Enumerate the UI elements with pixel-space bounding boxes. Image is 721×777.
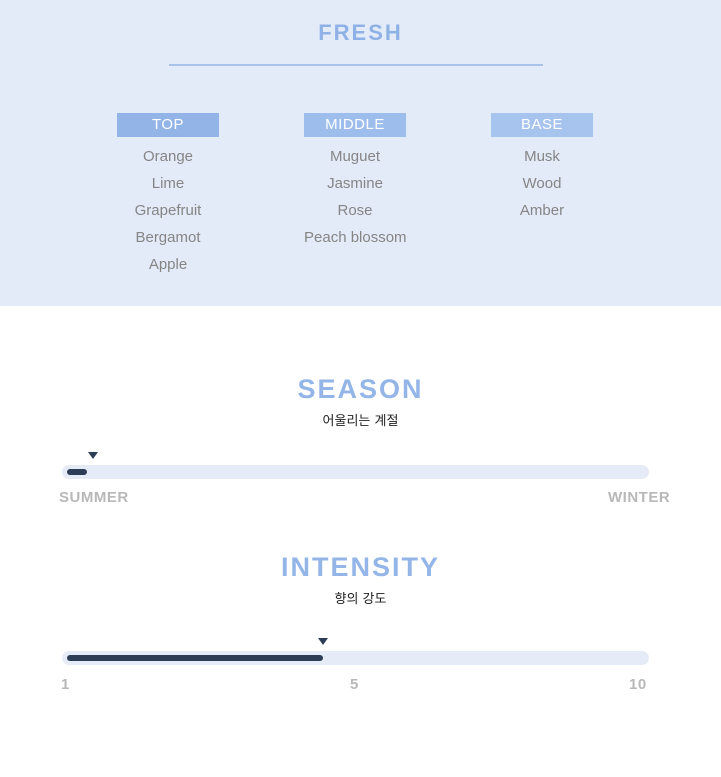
list-item: Muguet bbox=[329, 148, 381, 165]
list-item: Bergamot bbox=[135, 229, 201, 246]
middle-notes-list: Muguet Jasmine Rose Peach blossom bbox=[304, 147, 407, 255]
fresh-title: FRESH bbox=[318, 20, 403, 45]
intensity-min-label: 1 bbox=[61, 676, 70, 693]
season-start-label: SUMMER bbox=[59, 489, 129, 506]
base-notes-header: BASE bbox=[491, 113, 593, 137]
middle-notes-header: MIDDLE bbox=[304, 113, 406, 137]
intensity-title: INTENSITY bbox=[280, 552, 440, 582]
list-item: Grapefruit bbox=[134, 202, 202, 219]
fresh-panel: FRESH TOP Orange Lime Grapefruit Bergamo… bbox=[0, 0, 721, 306]
intensity-gauge-fill bbox=[67, 655, 324, 661]
title-divider bbox=[169, 64, 543, 66]
season-title: SEASON bbox=[297, 374, 424, 404]
list-item: Wood bbox=[522, 175, 562, 192]
list-item: Lime bbox=[151, 175, 185, 192]
top-notes-list: Orange Lime Grapefruit Bergamot Apple bbox=[117, 147, 219, 282]
season-gauge bbox=[62, 465, 649, 479]
list-item: Amber bbox=[519, 202, 565, 219]
base-notes-list: Musk Wood Amber bbox=[491, 147, 593, 228]
list-item: Orange bbox=[142, 148, 194, 165]
top-notes-header: TOP bbox=[117, 113, 219, 137]
list-item: Jasmine bbox=[327, 175, 383, 192]
list-item: Peach blossom bbox=[304, 229, 407, 246]
middle-notes-column: MIDDLE Muguet Jasmine Rose Peach blossom bbox=[304, 113, 407, 255]
season-gauge-fill bbox=[67, 469, 87, 475]
season-end-label: WINTER bbox=[608, 489, 671, 506]
intensity-max-label: 10 bbox=[629, 676, 647, 693]
intensity-mid-label: 5 bbox=[350, 676, 359, 693]
season-subtitle: 어울리는 계절 bbox=[322, 414, 399, 429]
list-item: Rose bbox=[337, 202, 373, 219]
intensity-marker-icon bbox=[318, 638, 329, 645]
season-marker-icon bbox=[88, 452, 98, 459]
intensity-subtitle: 향의 강도 bbox=[334, 592, 387, 607]
base-notes-column: BASE Musk Wood Amber bbox=[491, 113, 593, 228]
list-item: Apple bbox=[148, 256, 188, 273]
intensity-gauge bbox=[62, 651, 649, 665]
top-notes-column: TOP Orange Lime Grapefruit Bergamot Appl… bbox=[117, 113, 219, 282]
list-item: Musk bbox=[524, 148, 560, 165]
